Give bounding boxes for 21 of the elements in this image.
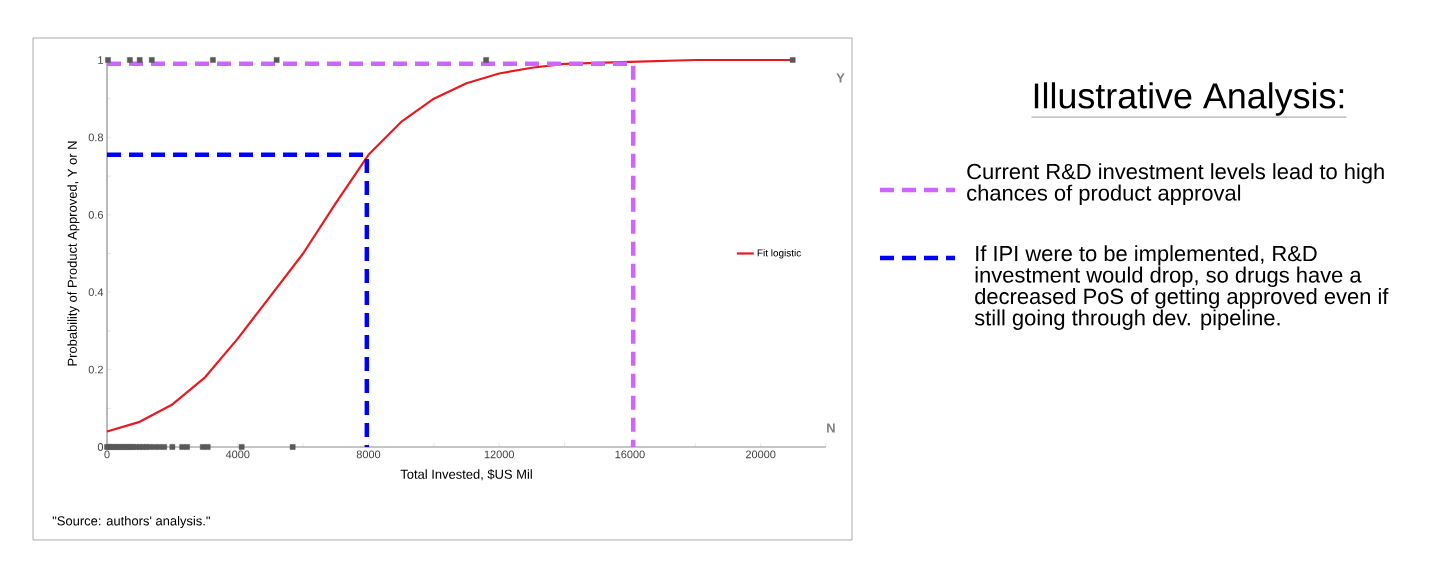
- text: "Source: authors' analysis.": [52, 515, 210, 529]
- y-tick-label: 1: [98, 56, 103, 64]
- y-tick-label: 0.8: [88, 133, 104, 142]
- x-tick-label: 0: [104, 450, 110, 459]
- y-tick-label: 0.6: [88, 210, 104, 219]
- text: Y: [836, 73, 845, 83]
- legend-label: Fit logistic: [757, 249, 801, 259]
- legend-label: Current R&D investment levels lead to high chances of product approval: [967, 163, 1384, 206]
- text: N: [827, 423, 835, 433]
- x-tick-label: 20000: [745, 450, 776, 459]
- text: Illustrative Analysis:: [1034, 82, 1344, 116]
- x-axis-title: Total Invested, $US Mil: [400, 469, 532, 481]
- y-axis-title: Probability of Product Approved, Y or N: [67, 141, 80, 366]
- x-tick-label: 12000: [484, 450, 514, 459]
- y-tick-label: 0.2: [88, 365, 103, 374]
- legend-label: If IPI were to be implemented, R&D investment would drop, so drugs have a decreased PoS of getting approved even if still going through dev. pipeline.: [974, 245, 1389, 330]
- x-tick-label: 4000: [225, 450, 250, 459]
- x-tick-label: 8000: [356, 450, 381, 459]
- x-tick-label: 16000: [615, 450, 645, 459]
- y-tick-label: 0: [97, 443, 104, 451]
- y-tick-label: 0.4: [88, 288, 104, 297]
